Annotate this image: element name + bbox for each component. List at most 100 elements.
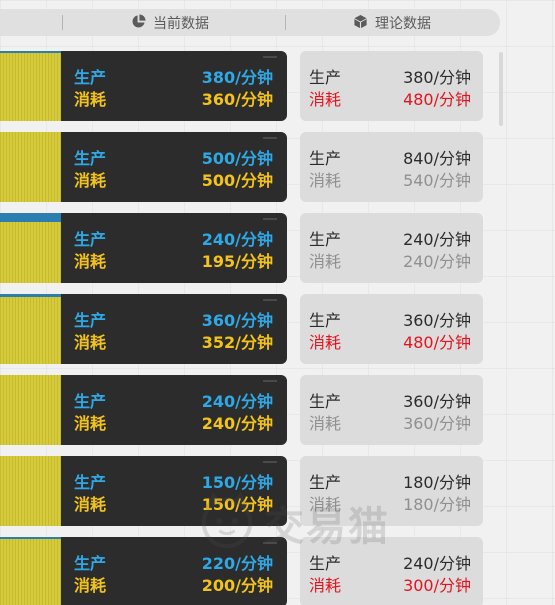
theory-production-label: 生产 — [309, 149, 342, 168]
production-label: 生产 — [74, 149, 107, 168]
production-label: 生产 — [74, 68, 107, 87]
theory-production-label: 生产 — [309, 311, 342, 330]
card-handle-icon — [263, 542, 277, 544]
column-header-bar: 当前数据 理论数据 — [0, 9, 500, 36]
cube-icon — [353, 14, 375, 33]
theory-production-rate: 380/分钟 — [403, 68, 471, 87]
current-data-card[interactable]: 生产 500/分钟 消耗 500/分钟 — [0, 132, 287, 202]
theory-consumption-rate: 480/分钟 — [403, 90, 471, 109]
theory-data-header: 理论数据 — [353, 13, 431, 33]
theory-data-card: 生产 360/分钟 消耗 480/分钟 — [300, 294, 483, 364]
consumption-rate: 240/分钟 — [201, 414, 273, 433]
production-label: 生产 — [74, 554, 107, 573]
production-rate: 240/分钟 — [201, 392, 273, 411]
theory-production-label: 生产 — [309, 68, 342, 87]
item-thumbnail — [0, 456, 61, 526]
data-row[interactable]: 生产 500/分钟 消耗 500/分钟 生产 840/分钟 消耗 540/分钟 — [0, 132, 485, 202]
production-rate: 220/分钟 — [201, 554, 273, 573]
scrollbar-thumb[interactable] — [499, 52, 503, 126]
theory-consumption-label: 消耗 — [309, 495, 342, 514]
card-handle-icon — [263, 380, 277, 382]
production-rate: 500/分钟 — [201, 149, 273, 168]
current-data-card[interactable]: 生产 360/分钟 消耗 352/分钟 — [0, 294, 287, 364]
theory-data-card: 生产 240/分钟 消耗 300/分钟 — [300, 537, 483, 605]
theory-consumption-label: 消耗 — [309, 576, 342, 595]
card-handle-icon — [263, 218, 277, 220]
production-rate: 360/分钟 — [201, 311, 273, 330]
consumption-rate: 200/分钟 — [201, 576, 273, 595]
item-thumbnail — [0, 375, 61, 445]
theory-consumption-rate: 240/分钟 — [403, 252, 471, 271]
consumption-rate: 195/分钟 — [201, 252, 273, 271]
production-label: 生产 — [74, 311, 107, 330]
production-label: 生产 — [74, 230, 107, 249]
current-data-card[interactable]: 生产 240/分钟 消耗 240/分钟 — [0, 375, 287, 445]
theory-production-label: 生产 — [309, 473, 342, 492]
consumption-label: 消耗 — [74, 495, 107, 514]
current-data-card[interactable]: 生产 240/分钟 消耗 195/分钟 — [0, 213, 287, 283]
theory-consumption-label: 消耗 — [309, 333, 342, 352]
production-rate: 150/分钟 — [201, 473, 273, 492]
consumption-rate: 150/分钟 — [201, 495, 273, 514]
theory-data-card: 生产 380/分钟 消耗 480/分钟 — [300, 51, 483, 121]
consumption-label: 消耗 — [74, 576, 107, 595]
theory-production-rate: 360/分钟 — [403, 311, 471, 330]
theory-production-rate: 840/分钟 — [403, 149, 471, 168]
item-thumbnail — [0, 537, 61, 605]
data-row[interactable]: 生产 240/分钟 消耗 195/分钟 生产 240/分钟 消耗 240/分钟 — [0, 213, 485, 283]
card-handle-icon — [263, 461, 277, 463]
theory-data-card: 生产 360/分钟 消耗 360/分钟 — [300, 375, 483, 445]
theory-production-label: 生产 — [309, 554, 342, 573]
current-data-label: 当前数据 — [153, 16, 209, 32]
header-divider — [62, 15, 63, 30]
item-thumbnail — [0, 294, 61, 364]
theory-production-label: 生产 — [309, 392, 342, 411]
production-rate: 240/分钟 — [201, 230, 273, 249]
theory-production-rate: 240/分钟 — [403, 554, 471, 573]
data-row[interactable]: 生产 380/分钟 消耗 360/分钟 生产 380/分钟 消耗 480/分钟 — [0, 51, 485, 121]
theory-consumption-rate: 540/分钟 — [403, 171, 471, 190]
theory-consumption-rate: 360/分钟 — [403, 414, 471, 433]
theory-consumption-rate: 480/分钟 — [403, 333, 471, 352]
current-data-card[interactable]: 生产 220/分钟 消耗 200/分钟 — [0, 537, 287, 605]
theory-consumption-label: 消耗 — [309, 252, 342, 271]
consumption-rate: 360/分钟 — [201, 90, 273, 109]
current-data-header: 当前数据 — [131, 13, 209, 33]
theory-production-rate: 180/分钟 — [403, 473, 471, 492]
item-thumbnail — [0, 213, 61, 283]
theory-consumption-rate: 180/分钟 — [403, 495, 471, 514]
card-handle-icon — [263, 137, 277, 139]
production-label: 生产 — [74, 392, 107, 411]
theory-data-label: 理论数据 — [375, 16, 431, 32]
data-row[interactable]: 生产 240/分钟 消耗 240/分钟 生产 360/分钟 消耗 360/分钟 — [0, 375, 485, 445]
card-handle-icon — [263, 56, 277, 58]
theory-data-card: 生产 240/分钟 消耗 240/分钟 — [300, 213, 483, 283]
theory-data-card: 生产 180/分钟 消耗 180/分钟 — [300, 456, 483, 526]
item-thumbnail — [0, 132, 61, 202]
header-divider — [285, 15, 286, 30]
theory-consumption-label: 消耗 — [309, 90, 342, 109]
theory-production-rate: 360/分钟 — [403, 392, 471, 411]
card-handle-icon — [263, 299, 277, 301]
current-data-card[interactable]: 生产 380/分钟 消耗 360/分钟 — [0, 51, 287, 121]
consumption-rate: 352/分钟 — [201, 333, 273, 352]
theory-production-label: 生产 — [309, 230, 342, 249]
production-rate: 380/分钟 — [201, 68, 273, 87]
data-row[interactable]: 生产 150/分钟 消耗 150/分钟 生产 180/分钟 消耗 180/分钟 — [0, 456, 485, 526]
consumption-label: 消耗 — [74, 252, 107, 271]
consumption-rate: 500/分钟 — [201, 171, 273, 190]
data-row[interactable]: 生产 360/分钟 消耗 352/分钟 生产 360/分钟 消耗 480/分钟 — [0, 294, 485, 364]
consumption-label: 消耗 — [74, 171, 107, 190]
pie-chart-icon — [131, 13, 153, 33]
consumption-label: 消耗 — [74, 333, 107, 352]
current-data-card[interactable]: 生产 150/分钟 消耗 150/分钟 — [0, 456, 287, 526]
data-row[interactable]: 生产 220/分钟 消耗 200/分钟 生产 240/分钟 消耗 300/分钟 — [0, 537, 485, 605]
consumption-label: 消耗 — [74, 414, 107, 433]
theory-consumption-label: 消耗 — [309, 414, 342, 433]
theory-consumption-rate: 300/分钟 — [403, 576, 471, 595]
production-label: 生产 — [74, 473, 107, 492]
theory-data-card: 生产 840/分钟 消耗 540/分钟 — [300, 132, 483, 202]
theory-production-rate: 240/分钟 — [403, 230, 471, 249]
theory-consumption-label: 消耗 — [309, 171, 342, 190]
consumption-label: 消耗 — [74, 90, 107, 109]
